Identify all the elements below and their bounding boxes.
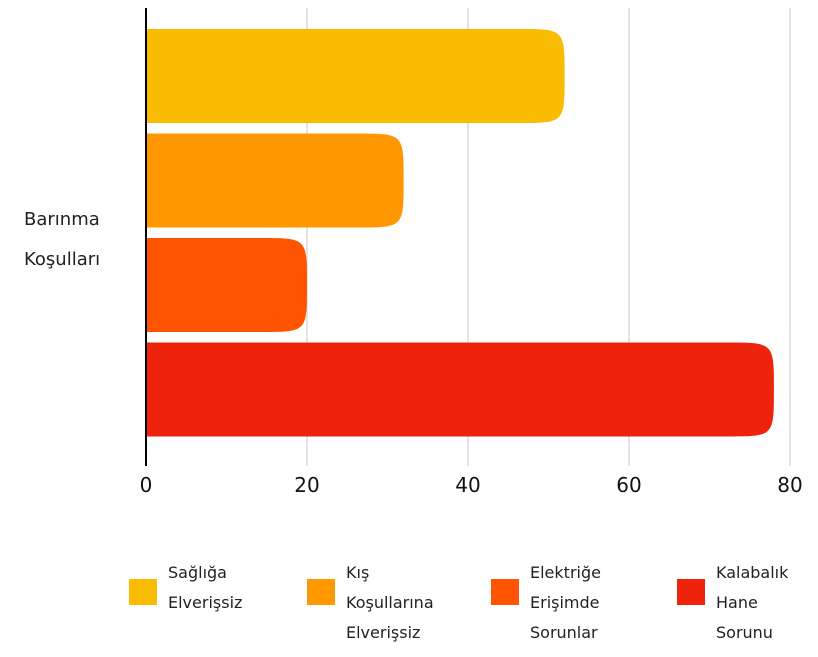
legend: Sağlığa Elverişsiz Kış Koşullarına Elveri… xyxy=(0,558,818,657)
x-tick-label: 60 xyxy=(616,473,641,497)
legend-swatch xyxy=(491,579,519,605)
legend-swatch xyxy=(677,579,705,605)
x-axis-ticks: 0 20 40 60 80 xyxy=(140,473,803,497)
legend-label: Kış Koşullarına Elverişsiz xyxy=(346,563,434,642)
x-tick-label: 40 xyxy=(455,473,480,497)
bar-4 xyxy=(146,342,774,437)
bar-2 xyxy=(146,133,404,228)
legend-swatch xyxy=(129,579,157,605)
legend-item: Elektriğe Erişimde Sorunlar xyxy=(491,558,640,648)
bar-1 xyxy=(146,29,565,123)
bars xyxy=(146,29,774,437)
legend-label: Elektriğe Erişimde Sorunlar xyxy=(530,563,601,642)
legend-label: Sağlığa Elverişsiz xyxy=(168,563,243,612)
x-tick-label: 0 xyxy=(140,473,153,497)
legend-label: Kalabalık Hane Sorunu xyxy=(716,563,789,642)
category-label: Barınma Koşulları xyxy=(24,209,101,270)
legend-item: Kalabalık Hane Sorunu xyxy=(677,558,818,648)
legend-swatch xyxy=(307,579,335,605)
bar-3 xyxy=(146,238,307,332)
legend-item: Sağlığa Elverişsiz xyxy=(129,558,278,618)
x-tick-label: 20 xyxy=(294,473,319,497)
legend-item: Kış Koşullarına Elverişsiz xyxy=(307,558,456,648)
bar-chart: 0 20 40 60 80 xyxy=(140,8,803,497)
x-tick-label: 80 xyxy=(777,473,802,497)
